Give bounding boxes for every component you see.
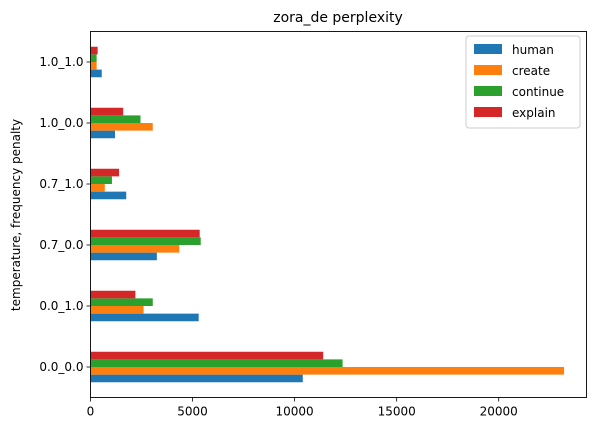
bar-continue-0.0_0.0 <box>90 359 343 367</box>
bar-continue-0.7_1.0 <box>90 176 112 184</box>
bar-create-1.0_1.0 <box>90 62 97 70</box>
bar-create-1.0_0.0 <box>90 123 153 131</box>
bar-create-0.0_0.0 <box>90 367 565 375</box>
bar-explain-0.7_0.0 <box>90 229 200 238</box>
bar-human-0.7_1.0 <box>90 191 127 200</box>
bar-continue-1.0_0.0 <box>90 115 141 123</box>
bar-continue-0.0_1.0 <box>90 298 153 306</box>
x-tick-label: 15000 <box>378 405 416 419</box>
y-tick-label: 0.7_0.0 <box>39 238 83 252</box>
bar-explain-1.0_0.0 <box>90 107 124 116</box>
x-axis-ticks: 0 5000 10000 15000 20000 <box>87 397 518 419</box>
y-tick-label: 0.0_0.0 <box>39 360 83 374</box>
bar-human-1.0_1.0 <box>90 69 102 78</box>
legend-swatch-explain <box>474 107 502 117</box>
legend-swatch-human <box>474 44 502 54</box>
y-axis-label: temperature, frequency penalty <box>9 119 23 311</box>
bar-explain-0.7_1.0 <box>90 168 120 177</box>
legend-label-continue: continue <box>512 85 564 99</box>
y-tick-label: 1.0_1.0 <box>39 55 83 69</box>
bar-human-0.0_1.0 <box>90 313 199 322</box>
bar-human-1.0_0.0 <box>90 130 115 139</box>
chart-title: zora_de perplexity <box>273 10 403 26</box>
bar-create-0.7_0.0 <box>90 245 180 253</box>
bar-explain-1.0_1.0 <box>90 46 98 55</box>
bar-explain-0.0_0.0 <box>90 351 324 360</box>
legend-label-create: create <box>512 64 550 78</box>
legend: human create continue explain <box>465 35 581 129</box>
x-tick-label: 20000 <box>480 405 518 419</box>
y-tick-label: 0.7_1.0 <box>39 177 83 191</box>
x-tick-label: 10000 <box>276 405 314 419</box>
legend-label-human: human <box>512 43 554 57</box>
legend-frame <box>465 35 581 129</box>
bar-create-0.0_1.0 <box>90 306 144 314</box>
legend-label-explain: explain <box>512 106 556 120</box>
bar-create-0.7_1.0 <box>90 184 105 192</box>
bars-layer <box>90 46 565 383</box>
plot-frame <box>90 31 587 398</box>
bar-explain-0.0_1.0 <box>90 290 136 299</box>
bar-continue-1.0_1.0 <box>90 54 97 62</box>
bar-human-0.0_0.0 <box>90 374 303 383</box>
legend-swatch-continue <box>474 86 502 96</box>
bar-continue-0.7_0.0 <box>90 237 201 245</box>
y-tick-label: 1.0_0.0 <box>39 116 83 130</box>
legend-swatch-create <box>474 65 502 75</box>
x-tick-label: 5000 <box>177 405 208 419</box>
x-tick-label: 0 <box>87 405 95 419</box>
y-tick-label: 0.0_1.0 <box>39 299 83 313</box>
bar-human-0.7_0.0 <box>90 252 157 261</box>
y-axis-ticks: 0.0_0.0 0.0_1.0 0.7_0.0 0.7_1.0 1.0_0.0 1.0_1… <box>39 55 91 374</box>
